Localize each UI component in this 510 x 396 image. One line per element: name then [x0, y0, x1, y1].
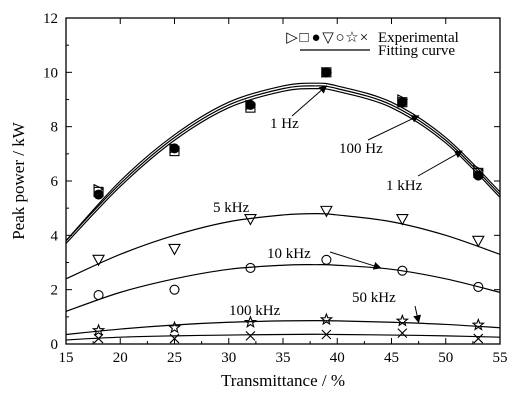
x-tick-label: 15 — [59, 350, 74, 366]
data-point-10-khz — [169, 284, 180, 295]
data-point-10-khz — [321, 254, 332, 265]
x-tick-label: 45 — [384, 350, 399, 366]
annotation-arrow-1-khz — [417, 150, 463, 177]
x-tick-label: 40 — [330, 350, 345, 366]
annotation-1-khz: 1 kHz — [386, 178, 423, 194]
data-point-5-khz — [92, 254, 105, 267]
x-tick-label: 55 — [493, 350, 508, 366]
annotation-arrow-100-hz — [367, 115, 420, 141]
fit-curve-50-khz — [65, 320, 501, 336]
fit-curve-1-khz — [65, 88, 501, 244]
data-point-5-khz — [168, 243, 181, 256]
legend-experimental-symbol: □ — [299, 30, 308, 46]
data-point-1-khz — [473, 170, 484, 181]
annotation-100-khz: 100 kHz — [229, 303, 281, 319]
data-point-1-khz — [245, 99, 256, 110]
y-tick-label: 6 — [51, 174, 59, 190]
data-point-10-khz — [93, 290, 104, 301]
fit-curve-100-hz — [65, 85, 501, 242]
annotation-10-khz: 10 kHz — [267, 246, 311, 262]
annotation-100-hz: 100 Hz — [339, 141, 383, 157]
y-axis-title: Peak power / kW — [9, 121, 28, 240]
data-point-5-khz — [244, 213, 257, 226]
data-point-5-khz — [471, 235, 485, 248]
data-point-1-khz — [397, 97, 408, 108]
y-tick-label: 8 — [51, 120, 59, 136]
annotation-5-khz: 5 kHz — [213, 200, 250, 216]
data-point-10-khz — [473, 281, 484, 293]
x-tick-label: 25 — [167, 350, 182, 366]
data-point-50-khz — [395, 313, 410, 327]
legend-experimental-symbol: ☆ — [345, 30, 358, 46]
legend-experimental-symbol: ● — [311, 30, 320, 46]
annotation-arrow-1-hz — [291, 85, 328, 117]
data-point-50-khz — [91, 323, 106, 337]
data-point-50-khz — [471, 317, 486, 331]
data-point-100-khz — [169, 333, 180, 344]
y-tick-label: 10 — [43, 65, 58, 81]
data-point-50-khz — [319, 312, 334, 326]
data-point-1-khz — [321, 67, 332, 78]
fit-curve-5-khz — [65, 213, 501, 280]
legend-experimental-symbol: ▷ — [286, 30, 298, 46]
data-point-5-khz — [319, 205, 333, 218]
data-point-1-khz — [169, 143, 180, 154]
data-point-100-khz — [473, 333, 484, 344]
legend-experimental-symbol: × — [360, 30, 368, 46]
data-point-100-khz — [245, 330, 256, 341]
data-point-5-khz — [395, 213, 409, 226]
legend-experimental-symbol: ○ — [335, 30, 344, 46]
data-point-50-khz — [243, 315, 258, 328]
data-point-50-khz — [167, 320, 182, 334]
x-tick-label: 20 — [113, 350, 128, 366]
fit-curve-100-khz — [65, 333, 501, 341]
y-tick-label: 0 — [51, 337, 59, 353]
legend-experimental-label: Experimental — [378, 30, 459, 46]
y-tick-label: 4 — [51, 228, 59, 244]
data-point-100-khz — [93, 333, 104, 344]
legend-fitting-label: Fitting curve — [378, 43, 455, 59]
fit-curve-10-khz — [65, 264, 501, 312]
x-axis-title: Transmittance / % — [221, 371, 345, 390]
annotation-50-khz: 50 kHz — [352, 290, 396, 306]
data-point-10-khz — [397, 265, 408, 276]
x-tick-label: 35 — [276, 350, 291, 366]
data-point-1-khz — [93, 189, 104, 200]
legend-experimental-symbol: ▽ — [322, 30, 334, 46]
annotation-1-hz: 1 Hz — [270, 116, 299, 132]
x-tick-label: 30 — [221, 350, 236, 366]
data-point-10-khz — [245, 262, 256, 273]
annotation-arrow-10-khz — [329, 251, 382, 270]
data-point-100-khz — [321, 329, 332, 340]
data-point-100-khz — [397, 328, 408, 339]
fit-curve-1-hz — [65, 82, 501, 242]
annotation-arrow-50-khz — [413, 305, 422, 324]
y-tick-label: 2 — [51, 283, 59, 299]
x-tick-label: 50 — [438, 350, 453, 366]
y-tick-label: 12 — [43, 11, 58, 27]
plot-frame — [65, 17, 501, 345]
